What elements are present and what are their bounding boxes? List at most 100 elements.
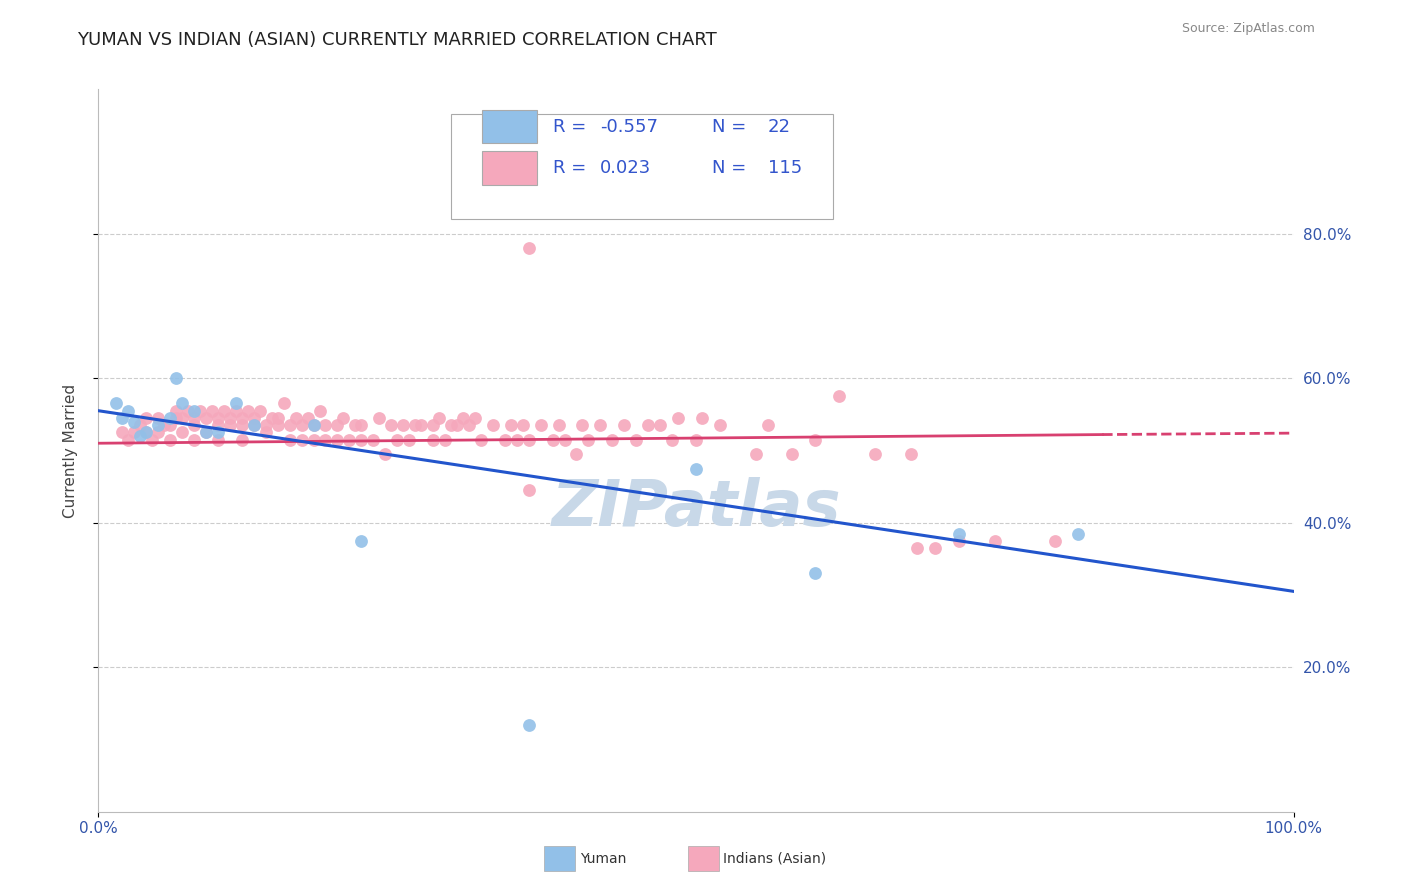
Point — [129, 418, 152, 433]
Point — [159, 411, 181, 425]
Text: ZIPatlas: ZIPatlas — [551, 477, 841, 540]
Point — [440, 418, 463, 433]
Point — [165, 403, 187, 417]
Point — [219, 411, 242, 425]
Point — [948, 533, 970, 548]
Point — [195, 425, 218, 440]
Point — [368, 411, 391, 425]
Point — [571, 418, 593, 433]
Point — [517, 718, 540, 732]
Point — [512, 418, 534, 433]
Point — [117, 403, 139, 417]
Point — [690, 411, 713, 425]
Point — [506, 433, 529, 447]
Point — [517, 433, 540, 447]
Point — [392, 418, 415, 433]
Point — [905, 541, 928, 555]
Text: 22: 22 — [768, 118, 790, 136]
Point — [756, 418, 779, 433]
Point — [278, 433, 301, 447]
Point — [626, 433, 648, 447]
Point — [613, 418, 636, 433]
Point — [284, 411, 307, 425]
Point — [666, 411, 689, 425]
Point — [363, 433, 385, 447]
Point — [159, 418, 181, 433]
Text: 0.023: 0.023 — [600, 159, 651, 177]
Point — [339, 433, 361, 447]
Text: -0.557: -0.557 — [600, 118, 658, 136]
Point — [254, 425, 277, 440]
Point — [267, 418, 290, 433]
Point — [201, 403, 224, 417]
Text: Indians (Asian): Indians (Asian) — [724, 852, 827, 865]
Point — [709, 418, 731, 433]
Point — [745, 447, 768, 461]
Point — [254, 418, 277, 433]
Point — [780, 447, 803, 461]
Point — [517, 241, 540, 255]
Point — [124, 415, 146, 429]
Point — [231, 433, 253, 447]
Point — [172, 425, 194, 440]
Point — [231, 411, 253, 425]
Point — [183, 403, 205, 417]
Point — [153, 418, 176, 433]
FancyBboxPatch shape — [544, 847, 575, 871]
Point — [297, 411, 319, 425]
Point — [350, 433, 373, 447]
Point — [291, 418, 314, 433]
FancyBboxPatch shape — [482, 152, 537, 185]
Point — [225, 403, 247, 417]
Point — [517, 483, 540, 498]
Point — [225, 396, 247, 410]
Point — [302, 433, 325, 447]
Point — [828, 389, 851, 403]
Point — [207, 425, 229, 440]
Point — [243, 418, 266, 433]
Text: Yuman: Yuman — [581, 852, 627, 865]
Point — [385, 433, 409, 447]
Point — [273, 396, 295, 410]
Point — [219, 418, 242, 433]
Point — [924, 541, 946, 555]
Point — [589, 418, 612, 433]
Point — [148, 418, 170, 433]
Point — [434, 433, 457, 447]
Text: R =: R = — [553, 118, 592, 136]
Point — [422, 433, 444, 447]
Point — [188, 403, 211, 417]
Point — [494, 433, 516, 447]
Point — [458, 418, 481, 433]
Point — [637, 418, 659, 433]
Point — [111, 425, 134, 440]
Point — [302, 418, 325, 433]
Point — [685, 433, 707, 447]
Point — [183, 433, 205, 447]
Point — [547, 418, 569, 433]
Point — [148, 425, 170, 440]
Point — [135, 425, 157, 440]
Point — [165, 371, 187, 385]
Point — [578, 433, 600, 447]
Point — [481, 418, 505, 433]
Text: 115: 115 — [768, 159, 801, 177]
Text: Source: ZipAtlas.com: Source: ZipAtlas.com — [1181, 22, 1315, 36]
Point — [411, 418, 433, 433]
Point — [195, 425, 218, 440]
Point — [172, 396, 194, 410]
Point — [165, 411, 187, 425]
Point — [1067, 526, 1090, 541]
Point — [350, 418, 373, 433]
Point — [451, 411, 474, 425]
Point — [183, 411, 205, 425]
Point — [249, 403, 271, 417]
Point — [267, 411, 290, 425]
Point — [212, 403, 235, 417]
Text: YUMAN VS INDIAN (ASIAN) CURRENTLY MARRIED CORRELATION CHART: YUMAN VS INDIAN (ASIAN) CURRENTLY MARRIE… — [77, 31, 717, 49]
Point — [326, 418, 349, 433]
Y-axis label: Currently Married: Currently Married — [63, 384, 77, 517]
Point — [260, 411, 283, 425]
Point — [315, 433, 337, 447]
Point — [984, 533, 1007, 548]
